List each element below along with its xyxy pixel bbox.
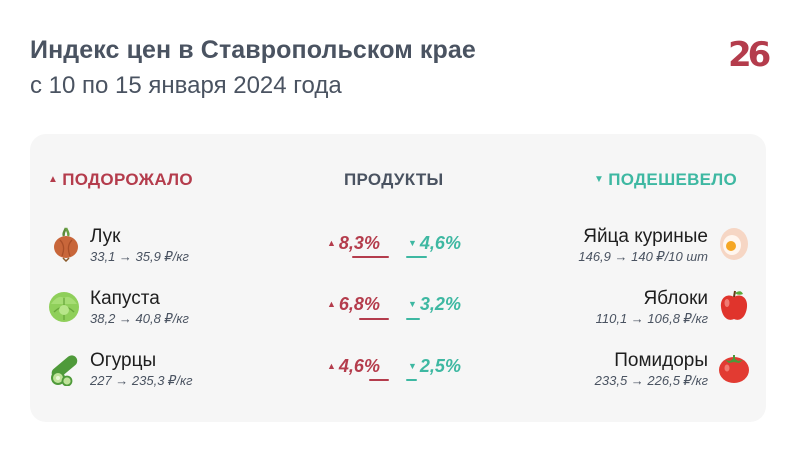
- product-name: Яйца куриные: [583, 226, 708, 247]
- triangle-up-icon: ▲: [48, 174, 59, 185]
- decrease-percent: ▼ 4,6%: [408, 233, 461, 254]
- page-subtitle: с 10 по 15 января 2024 года: [30, 72, 342, 99]
- decrease-percent: ▼ 3,2%: [408, 294, 461, 315]
- product-price: 38,2 → 40,8 ₽/кг: [90, 311, 189, 326]
- triangle-down-icon: ▼: [408, 361, 417, 371]
- product-name: Лук: [90, 226, 121, 247]
- product-name: Помидоры: [614, 350, 708, 371]
- decrease-percent-value: 3,2%: [419, 294, 461, 314]
- triangle-down-icon: ▼: [594, 174, 605, 185]
- increase-bar: [369, 379, 389, 381]
- increase-percent-value: 6,8%: [338, 294, 380, 314]
- product-price: 110,1 → 106,8 ₽/кг: [595, 311, 708, 326]
- decrease-bar: [406, 256, 427, 258]
- product-name: Огурцы: [90, 350, 157, 371]
- column-header-products: ПРОДУКТЫ: [344, 170, 444, 189]
- product-name: Яблоки: [643, 288, 708, 309]
- triangle-down-icon: ▼: [408, 299, 417, 309]
- page-title: Индекс цен в Ставропольском крае: [30, 36, 476, 64]
- column-header-down: ▼ ПОДЕШЕВЕЛО: [594, 170, 737, 190]
- product-price: 146,9 → 140 ₽/10 шт: [578, 249, 708, 264]
- increase-bar: [359, 318, 389, 320]
- onion-icon: [54, 227, 78, 262]
- price-index-card: [30, 134, 766, 422]
- egg-icon: [720, 228, 748, 260]
- apple-icon: [720, 290, 748, 320]
- increase-percent: ▲ 6,8%: [327, 294, 380, 315]
- brand-logo: 26: [728, 35, 773, 72]
- cucumber-icon: [51, 355, 78, 386]
- product-name: Капуста: [90, 288, 160, 309]
- increase-bar: [352, 256, 389, 258]
- triangle-down-icon: ▼: [408, 238, 417, 248]
- product-price: 233,5 → 226,5 ₽/кг: [594, 373, 708, 388]
- increase-percent-value: 4,6%: [338, 356, 380, 376]
- product-price: 227 → 235,3 ₽/кг: [90, 373, 193, 388]
- logo-text: 26: [728, 35, 770, 72]
- column-header-up-label: ПОДОРОЖАЛО: [62, 170, 193, 189]
- triangle-up-icon: ▲: [327, 238, 336, 248]
- decrease-percent-value: 4,6%: [419, 233, 461, 253]
- decrease-percent-value: 2,5%: [419, 356, 461, 376]
- triangle-up-icon: ▲: [327, 361, 336, 371]
- cabbage-icon: [49, 292, 79, 322]
- decrease-percent: ▼ 2,5%: [408, 356, 461, 377]
- column-header-down-label: ПОДЕШЕВЕЛО: [608, 170, 738, 189]
- decrease-bar: [406, 318, 420, 320]
- increase-percent-value: 8,3%: [338, 233, 380, 253]
- column-header-up: ▲ ПОДОРОЖАЛО: [48, 170, 193, 190]
- tomato-icon: [719, 355, 749, 383]
- increase-percent: ▲ 8,3%: [327, 233, 380, 254]
- triangle-up-icon: ▲: [327, 299, 336, 309]
- product-price: 33,1 → 35,9 ₽/кг: [90, 249, 189, 264]
- decrease-bar: [406, 379, 417, 381]
- increase-percent: ▲ 4,6%: [327, 356, 380, 377]
